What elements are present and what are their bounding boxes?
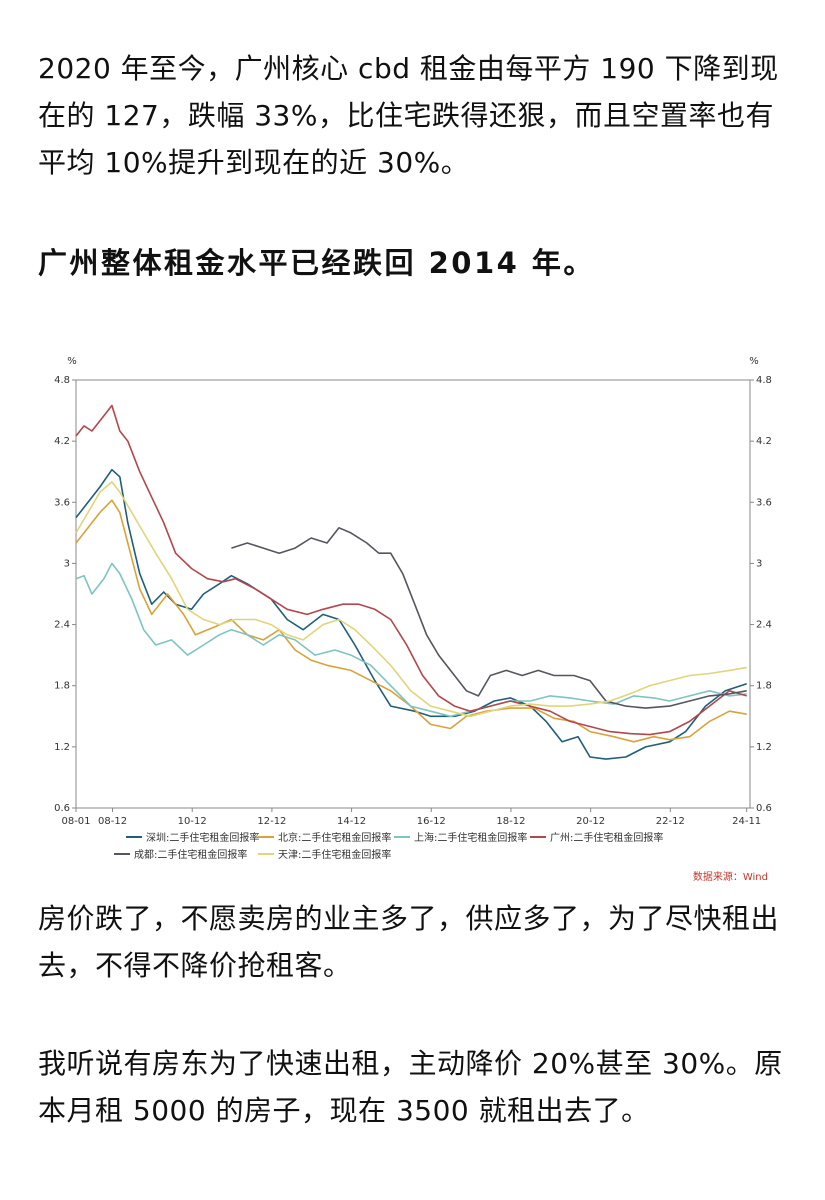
section-heading: 广州整体租金水平已经跌回 2014 年。 bbox=[38, 246, 595, 280]
body-paragraph-1: 房价跌了，不愿卖房的业主多了，供应多了，为了尽快租出去，不得不降价抢租客。 bbox=[38, 902, 780, 982]
series-line-0 bbox=[75, 468, 747, 760]
body-paragraph-2: 我听说有房东为了快速出租，主动降价 20%甚至 30%。原本月租 5000 的房… bbox=[38, 1047, 783, 1127]
y-tick-label-left: 3 bbox=[64, 558, 70, 569]
x-tick-label: 10-12 bbox=[178, 816, 207, 827]
y-tick-label-left: 1.2 bbox=[54, 742, 70, 753]
series-line-2 bbox=[75, 562, 747, 718]
y-tick-label-right: 0.6 bbox=[756, 803, 772, 814]
legend-label-3: 广州:二手住宅租金回报率 bbox=[550, 831, 663, 844]
legend-label-1: 北京:二手住宅租金回报率 bbox=[278, 831, 391, 844]
y-tick-label-right: 3.6 bbox=[756, 497, 772, 508]
y-tick-label-right: 4.8 bbox=[756, 375, 772, 386]
y-tick-label-right: 1.2 bbox=[756, 742, 772, 753]
y-tick-label-left: 1.8 bbox=[54, 681, 70, 692]
series-line-5 bbox=[75, 481, 747, 718]
x-tick-label: 18-12 bbox=[496, 816, 525, 827]
x-tick-label: 12-12 bbox=[257, 816, 286, 827]
intro-paragraph: 2020 年至今，广州核心 cbd 租金由每平方 190 下降到现在的 127，… bbox=[38, 52, 779, 179]
y-unit-left: % bbox=[67, 356, 77, 367]
legend-label-2: 上海:二手住宅租金回报率 bbox=[414, 831, 527, 844]
series-line-3 bbox=[75, 404, 747, 736]
y-tick-label-right: 4.2 bbox=[756, 436, 772, 447]
legend-label-5: 天津:二手住宅租金回报率 bbox=[278, 848, 391, 861]
y-tick-label-left: 3.6 bbox=[54, 497, 70, 508]
y-tick-label-left: 0.6 bbox=[54, 803, 70, 814]
rental-yield-chart: %% 4.8 4.8 4.2 4.2 3.6 3.6 3 3 2.4 2.4 1.8 1.8 1.2 1.2… bbox=[38, 350, 788, 890]
plot-frame bbox=[75, 379, 751, 809]
series-line-1 bbox=[75, 499, 747, 743]
legend-label-0: 深圳:二手住宅租金回报率 bbox=[146, 831, 259, 844]
legend-label-4: 成都:二手住宅租金回报率 bbox=[134, 848, 247, 861]
y-tick-label-left: 4.8 bbox=[54, 375, 70, 386]
y-tick-label-right: 3 bbox=[756, 558, 762, 569]
y-tick-label-right: 1.8 bbox=[756, 681, 772, 692]
x-tick-label: 08-12 bbox=[98, 816, 127, 827]
y-tick-label-left: 4.2 bbox=[54, 436, 70, 447]
y-unit-right: % bbox=[749, 356, 759, 367]
y-tick-label-right: 2.4 bbox=[756, 620, 772, 631]
x-tick-label: 22-12 bbox=[656, 816, 685, 827]
y-tick-label-left: 2.4 bbox=[54, 620, 70, 631]
x-tick-label: 14-12 bbox=[337, 816, 366, 827]
chart-canvas: % % 4.8 4.8 4.2 4.2 3.6 3.6 3 3 2.4 2.4 1.8 1.8 1.2 1.2… bbox=[54, 356, 772, 883]
x-tick-label: 20-12 bbox=[576, 816, 605, 827]
x-tick-label: 08-01 bbox=[61, 816, 90, 827]
x-tick-label: 16-12 bbox=[417, 816, 446, 827]
data-source: 数据来源：Wind bbox=[693, 870, 768, 883]
x-tick-label: 24-11 bbox=[732, 816, 761, 827]
series-line-4 bbox=[231, 527, 747, 709]
